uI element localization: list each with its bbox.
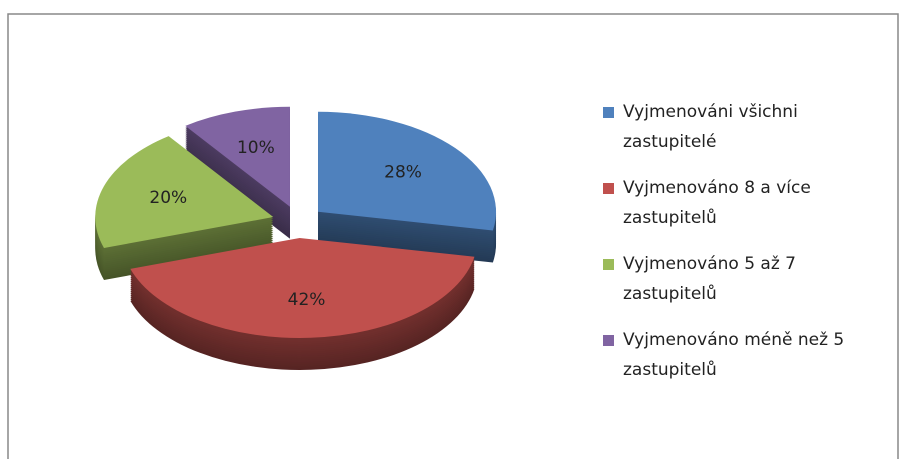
legend-entry: Vyjmenováno 5 až 7 zastupitelů [603,249,893,309]
data-label: 20% [149,188,187,208]
legend-label: Vyjmenováno méně než 5 zastupitelů [623,330,845,380]
data-label: 42% [288,290,326,310]
slice [185,106,290,207]
data-label: 10% [237,138,275,158]
legend-entry: Vyjmenováno méně než 5 zastupitelů [603,325,893,385]
legend-swatch [603,335,614,346]
legend-entry: Vyjmenováni všichni zastupitelé [603,97,893,157]
data-label: 28% [384,162,422,182]
legend: Vyjmenováni všichni zastupitelé Vyjmenová… [603,97,893,401]
slice [318,111,497,231]
legend-label: Vyjmenováno 5 až 7 zastupitelů [623,254,796,304]
slice [130,237,475,338]
legend-swatch [603,107,614,118]
legend-label: Vyjmenováni všichni zastupitelé [623,102,798,152]
slice [95,136,274,248]
chart-border [7,13,899,459]
legend-swatch [603,183,614,194]
legend-entry: Vyjmenováno 8 a více zastupitelů [603,173,893,233]
legend-swatch [603,259,614,270]
legend-label: Vyjmenováno 8 a více zastupitelů [623,178,811,228]
